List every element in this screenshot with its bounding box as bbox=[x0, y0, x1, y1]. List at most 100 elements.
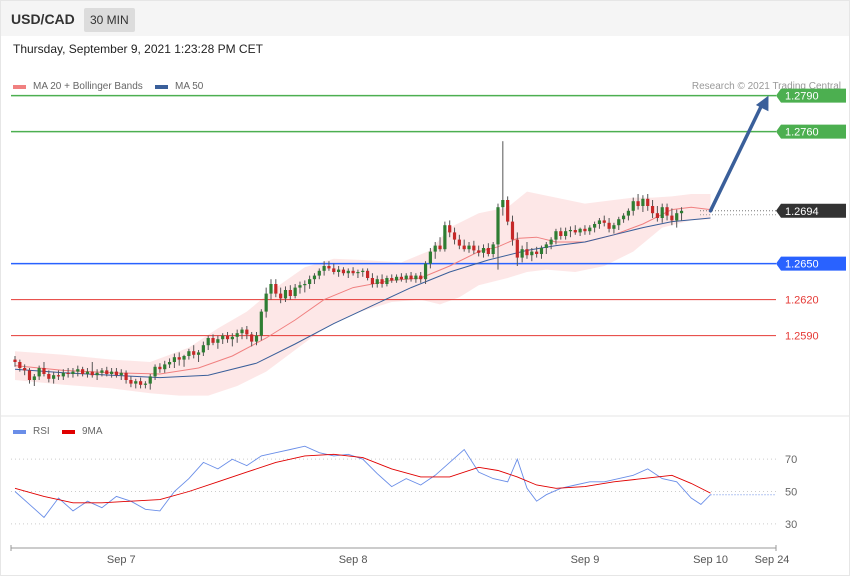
candle bbox=[110, 371, 114, 374]
rsi-ref-label-50: 50 bbox=[785, 487, 797, 499]
candle bbox=[240, 329, 244, 334]
rsi-ref-label-30: 30 bbox=[785, 519, 797, 531]
candle bbox=[399, 276, 403, 280]
candle bbox=[288, 290, 292, 296]
candle bbox=[105, 370, 109, 374]
candle bbox=[510, 221, 515, 240]
rsi-label: RSI bbox=[33, 426, 50, 437]
candle bbox=[279, 293, 283, 299]
candle bbox=[404, 275, 408, 280]
legend-rsi: RSI bbox=[13, 426, 50, 437]
candle bbox=[129, 380, 133, 384]
candle bbox=[206, 338, 210, 346]
x-tick-label: Sep 9 bbox=[571, 554, 600, 566]
candle bbox=[317, 270, 321, 276]
candle bbox=[332, 268, 336, 272]
legend-ma50: MA 50 bbox=[155, 81, 203, 92]
candle bbox=[71, 371, 75, 374]
candle bbox=[259, 311, 263, 336]
candle bbox=[530, 251, 534, 256]
rsi-ref-label-70: 70 bbox=[785, 454, 797, 466]
candle bbox=[346, 270, 350, 274]
candle bbox=[201, 345, 205, 353]
candle bbox=[631, 201, 635, 211]
candle bbox=[670, 215, 674, 221]
candle bbox=[351, 270, 355, 274]
candle bbox=[56, 375, 61, 377]
x-tick-label: Sep 10 bbox=[693, 554, 728, 566]
candle bbox=[539, 248, 544, 254]
candle bbox=[457, 239, 461, 246]
legend-rsi-ma: 9MA bbox=[62, 426, 103, 437]
candle bbox=[438, 245, 442, 250]
candle bbox=[158, 366, 162, 370]
ma20-swatch bbox=[13, 84, 26, 89]
candle bbox=[90, 371, 94, 376]
ma20-line bbox=[14, 206, 711, 375]
candle bbox=[143, 383, 148, 385]
ma50-line bbox=[14, 217, 711, 379]
candle bbox=[337, 269, 341, 272]
candle bbox=[419, 275, 423, 280]
level-tag-1.2760 bbox=[776, 124, 846, 139]
timeframe-button[interactable]: 30 MIN bbox=[84, 8, 135, 32]
candle bbox=[76, 369, 80, 372]
candle bbox=[462, 245, 466, 250]
level-tag-1.2694 bbox=[776, 203, 846, 218]
level-label-1.2790: 1.2790 bbox=[785, 91, 819, 103]
candle bbox=[283, 290, 288, 299]
candle bbox=[650, 206, 655, 214]
candle bbox=[597, 220, 602, 224]
candle bbox=[525, 249, 529, 256]
candle bbox=[274, 284, 278, 294]
candle bbox=[583, 228, 587, 232]
toolbar: USD/CAD 30 MIN bbox=[1, 1, 849, 36]
candle bbox=[192, 351, 196, 355]
candle bbox=[607, 222, 611, 229]
candle bbox=[390, 278, 394, 281]
candle bbox=[491, 244, 495, 254]
rsi-ma-line bbox=[14, 453, 711, 504]
candle bbox=[322, 266, 326, 271]
candle bbox=[636, 201, 640, 206]
candle bbox=[124, 372, 128, 380]
candle bbox=[37, 368, 41, 377]
candle bbox=[515, 239, 519, 258]
candle bbox=[13, 359, 17, 362]
candle bbox=[660, 207, 664, 218]
x-tick-label: Sep 7 bbox=[107, 554, 136, 566]
candle bbox=[312, 275, 317, 280]
candle bbox=[573, 230, 577, 233]
candle bbox=[225, 335, 230, 340]
forecast-arrow bbox=[708, 101, 765, 213]
candle bbox=[365, 270, 370, 278]
candle bbox=[308, 279, 312, 284]
ma50-label: MA 50 bbox=[175, 81, 204, 92]
candle bbox=[196, 352, 201, 355]
candle bbox=[327, 266, 331, 269]
candle bbox=[298, 285, 302, 288]
candle bbox=[254, 335, 259, 342]
candle bbox=[641, 198, 645, 206]
symbol-label: USD/CAD bbox=[11, 11, 75, 27]
candle bbox=[564, 231, 568, 236]
candle bbox=[269, 284, 273, 294]
candle bbox=[85, 371, 90, 374]
candle bbox=[114, 371, 119, 376]
candle bbox=[602, 220, 606, 223]
candle bbox=[612, 225, 616, 229]
candle bbox=[23, 368, 27, 371]
forecast-arrow-head bbox=[755, 95, 769, 112]
candle bbox=[621, 215, 626, 220]
level-tag-1.2650 bbox=[776, 256, 846, 271]
candle bbox=[361, 270, 365, 272]
candle bbox=[428, 251, 432, 264]
candle bbox=[665, 207, 669, 216]
candle bbox=[356, 272, 360, 274]
candle bbox=[216, 339, 220, 343]
candle bbox=[61, 372, 65, 377]
level-label-1.2620: 1.2620 bbox=[785, 295, 819, 307]
ma20-label: MA 20 + Bollinger Bands bbox=[33, 81, 143, 92]
x-tick-label: Sep 24 bbox=[755, 554, 790, 566]
